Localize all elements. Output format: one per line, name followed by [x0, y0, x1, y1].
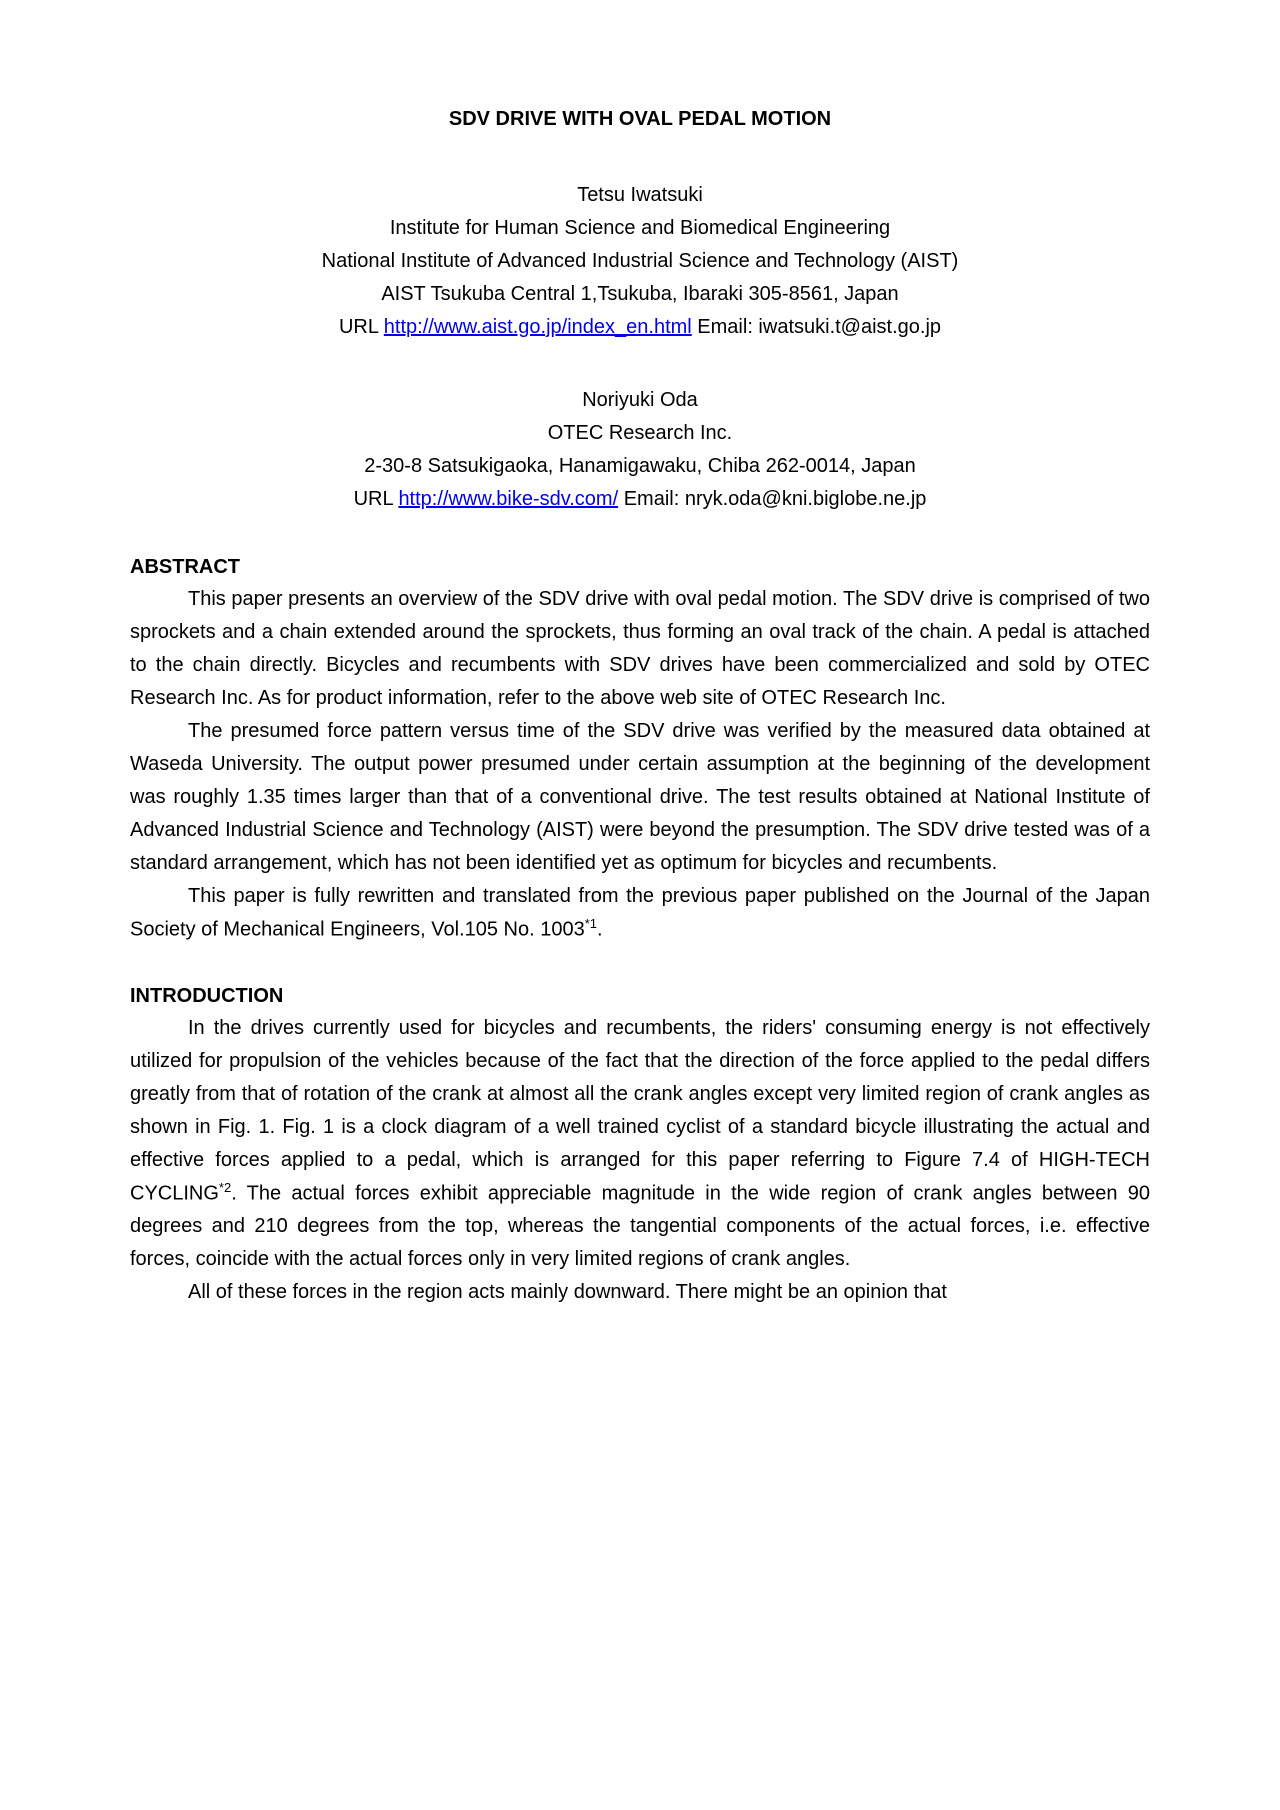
- abstract-para-3: This paper is fully rewritten and transl…: [130, 880, 1150, 947]
- abstract-para-2: The presumed force pattern versus time o…: [130, 715, 1150, 880]
- url-label: URL: [339, 316, 384, 338]
- page: SDV DRIVE WITH OVAL PEDAL MOTION Tetsu I…: [0, 0, 1280, 1810]
- author2-email: Email: nryk.oda@kni.biglobe.ne.jp: [618, 488, 926, 510]
- author1-block: Tetsu Iwatsuki Institute for Human Scien…: [130, 179, 1150, 344]
- intro-p1-b: . The actual forces exhibit appreciable …: [130, 1182, 1150, 1270]
- author1-url-link[interactable]: http://www.aist.go.jp/index_en.html: [384, 316, 692, 338]
- author1-address: AIST Tsukuba Central 1,Tsukuba, Ibaraki …: [130, 278, 1150, 311]
- abstract-heading: ABSTRACT: [130, 556, 1150, 579]
- intro-heading: INTRODUCTION: [130, 985, 1150, 1008]
- author2-inst1: OTEC Research Inc.: [130, 417, 1150, 450]
- author1-inst2: National Institute of Advanced Industria…: [130, 245, 1150, 278]
- author1-email: Email: iwatsuki.t@aist.go.jp: [692, 316, 941, 338]
- author2-address: 2-30-8 Satsukigaoka, Hanamigawaku, Chiba…: [130, 450, 1150, 483]
- author1-inst1: Institute for Human Science and Biomedic…: [130, 212, 1150, 245]
- author2-name: Noriyuki Oda: [130, 384, 1150, 417]
- abstract-p3-sup: *1: [585, 916, 597, 931]
- intro-para-1: In the drives currently used for bicycle…: [130, 1012, 1150, 1277]
- author1-contact: URL http://www.aist.go.jp/index_en.html …: [130, 311, 1150, 344]
- intro-p1-sup: *2: [219, 1180, 231, 1195]
- author2-contact: URL http://www.bike-sdv.com/ Email: nryk…: [130, 483, 1150, 516]
- url-label: URL: [354, 488, 399, 510]
- intro-p1-a: In the drives currently used for bicycle…: [130, 1017, 1150, 1205]
- intro-para-2: All of these forces in the region acts m…: [130, 1276, 1150, 1309]
- author2-block: Noriyuki Oda OTEC Research Inc. 2-30-8 S…: [130, 384, 1150, 516]
- abstract-para-1: This paper presents an overview of the S…: [130, 583, 1150, 715]
- author1-name: Tetsu Iwatsuki: [130, 179, 1150, 212]
- abstract-p3-b: .: [597, 919, 603, 941]
- author2-url-link[interactable]: http://www.bike-sdv.com/: [398, 488, 618, 510]
- abstract-p3-a: This paper is fully rewritten and transl…: [130, 885, 1150, 941]
- paper-title: SDV DRIVE WITH OVAL PEDAL MOTION: [130, 108, 1150, 131]
